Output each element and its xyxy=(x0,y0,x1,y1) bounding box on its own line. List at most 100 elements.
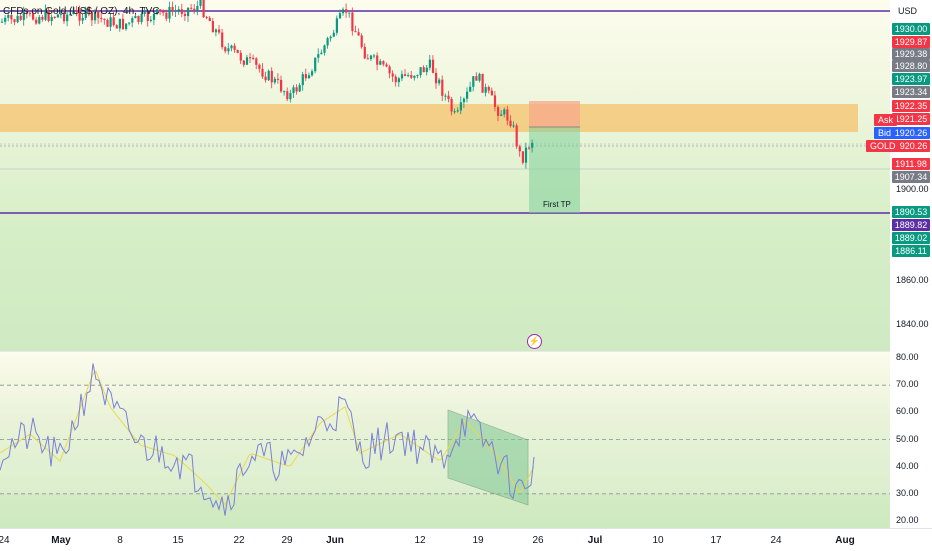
price-label: 1920.26 xyxy=(892,127,930,139)
candle-body xyxy=(376,55,379,65)
rsi-scale[interactable]: 80.00 70.00 60.00 50.00 40.00 30.00 20.00 xyxy=(890,352,932,528)
candle-body xyxy=(103,18,106,20)
candle-body xyxy=(214,29,218,33)
candle-body xyxy=(391,73,394,77)
candle xyxy=(332,29,335,38)
candle xyxy=(72,6,75,15)
time-tick: 24 xyxy=(770,535,782,546)
candle xyxy=(183,10,187,22)
time-tick: 24 xyxy=(0,535,10,546)
candle xyxy=(69,11,72,17)
candle xyxy=(323,44,326,56)
candle xyxy=(276,73,280,84)
candle-body xyxy=(134,15,137,19)
candle xyxy=(59,9,63,19)
candle-body xyxy=(41,16,44,20)
candle xyxy=(44,4,47,22)
candle xyxy=(311,69,314,77)
candle xyxy=(435,68,438,89)
candle-body xyxy=(211,21,214,33)
rsi-ma-line xyxy=(0,370,535,506)
candle xyxy=(152,13,156,26)
candlestick-chart[interactable] xyxy=(0,0,890,352)
price-label: 1923.97 xyxy=(892,73,930,85)
rsi-tick: 50.00 xyxy=(896,433,919,444)
candle xyxy=(273,76,276,85)
candle xyxy=(159,9,162,16)
candle-body xyxy=(512,125,515,127)
candle xyxy=(326,36,329,49)
candle xyxy=(252,54,255,61)
candle-body xyxy=(146,11,149,22)
candle xyxy=(255,57,258,70)
time-axis[interactable]: 24 May 8 15 22 29 Jun 12 19 26 Jul 10 17 24 Aug xyxy=(0,528,932,551)
candle-body xyxy=(131,18,134,23)
candle-body xyxy=(38,16,41,24)
candle-body xyxy=(100,17,103,19)
candle-body xyxy=(13,19,16,23)
lightning-icon[interactable]: ⚡ xyxy=(527,334,542,349)
candle xyxy=(261,63,264,79)
candle xyxy=(342,7,345,16)
candle-body xyxy=(441,79,444,96)
candle xyxy=(373,53,376,59)
candle xyxy=(10,13,13,24)
candle-body xyxy=(270,70,273,83)
candle xyxy=(162,9,165,16)
candle xyxy=(239,50,242,64)
price-label: 1886.11 xyxy=(892,245,930,257)
candle-body xyxy=(1,21,4,23)
candle-body xyxy=(419,67,422,76)
price-label: 1889.02 xyxy=(892,232,930,244)
candle-body xyxy=(187,7,190,17)
candle xyxy=(459,96,462,115)
candle-body xyxy=(413,75,416,78)
candle xyxy=(394,74,397,87)
candle-body xyxy=(345,9,348,13)
candle xyxy=(524,142,528,169)
position-target-zone xyxy=(529,127,580,213)
candle xyxy=(286,87,289,102)
candle xyxy=(301,71,304,91)
candle xyxy=(115,24,118,29)
candle xyxy=(295,84,298,95)
candle-body xyxy=(469,86,472,92)
candle-body xyxy=(503,109,506,115)
candle-body xyxy=(261,68,264,77)
candle xyxy=(100,12,103,23)
candle-body xyxy=(118,18,121,29)
candle xyxy=(410,70,413,80)
candle-body xyxy=(388,66,391,74)
time-tick: Jul xyxy=(587,535,603,546)
chart-title: CFDs on Gold (US$ / OZ), 4h, TVC xyxy=(3,6,160,17)
time-tick: 29 xyxy=(281,535,293,546)
candle-body xyxy=(307,75,311,79)
candle-body xyxy=(224,47,227,52)
candle-body xyxy=(369,55,373,60)
rsi-chart[interactable] xyxy=(0,352,890,528)
candle-body xyxy=(56,14,59,18)
candle-body xyxy=(137,15,140,22)
candle xyxy=(518,144,521,157)
candle-body xyxy=(338,13,342,19)
candle xyxy=(156,8,159,16)
candle-body xyxy=(258,64,261,69)
candle xyxy=(484,83,487,97)
candle xyxy=(78,5,81,26)
price-label: 1930.00 xyxy=(892,23,930,35)
candle xyxy=(118,18,121,32)
candle-body xyxy=(109,17,112,27)
candle-body xyxy=(487,87,490,91)
rsi-indicator-pane[interactable] xyxy=(0,352,890,528)
candle xyxy=(190,3,193,12)
candle-body xyxy=(509,120,512,127)
candle xyxy=(165,9,168,22)
candle-body xyxy=(286,91,289,100)
candle-body xyxy=(304,74,307,79)
price-chart-pane[interactable]: CFDs on Gold (US$ / OZ), 4h, TVC First T… xyxy=(0,0,890,352)
candle-body xyxy=(128,22,131,24)
candle xyxy=(264,71,267,83)
candle-body xyxy=(140,13,143,22)
candle xyxy=(493,91,497,112)
candle xyxy=(94,8,97,24)
